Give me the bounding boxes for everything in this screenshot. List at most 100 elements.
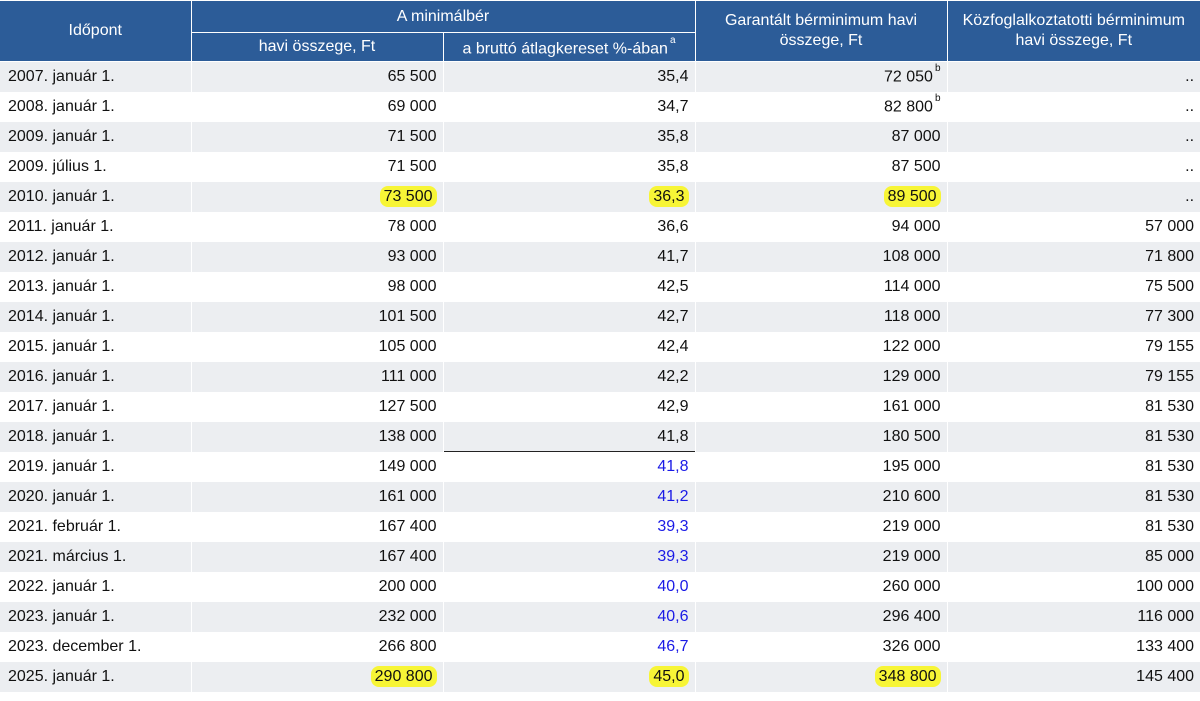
- cell-public-work: 75 500: [946, 271, 1200, 302]
- cell-minwage-value: 290 800: [374, 667, 433, 685]
- cell-guaranteed-value: 180 500: [882, 427, 941, 445]
- highlight-mark: 36,3: [649, 185, 689, 207]
- cell-minwage-value: 73 500: [383, 187, 433, 205]
- cell-pct: 42,7: [442, 301, 696, 332]
- cell-guaranteed-value: 326 000: [882, 637, 941, 655]
- cell-minwage: 93 000: [190, 241, 443, 272]
- cell-public-work-value: 81 530: [1145, 397, 1195, 415]
- cell-guaranteed: 195 000: [694, 451, 948, 482]
- table-row: 2013. január 1. 98 000 42,5 114 000 75 500: [0, 271, 1200, 302]
- table-row: 2008. január 1. 69 000 34,7 82 800 b..: [0, 91, 1200, 122]
- cell-public-work: 116 000: [946, 601, 1200, 632]
- cell-pct: 35,8: [442, 121, 696, 152]
- cell-date-value: 2013. január 1.: [8, 277, 115, 295]
- cell-public-work: ..: [946, 181, 1200, 212]
- cell-minwage-value: 69 000: [387, 97, 437, 115]
- header-pct-of-avg: a bruttó átlagkereset %-ában a: [442, 31, 696, 63]
- cell-guaranteed-value: 210 600: [882, 487, 941, 505]
- cell-public-work: 57 000: [946, 211, 1200, 242]
- cell-guaranteed: 108 000: [694, 241, 948, 272]
- cell-date-value: 2023. december 1.: [8, 637, 142, 655]
- cell-minwage: 232 000: [190, 601, 443, 632]
- cell-public-work: 79 155: [946, 331, 1200, 362]
- cell-guaranteed: 260 000: [694, 571, 948, 602]
- cell-minwage-value: 266 800: [378, 637, 437, 655]
- cell-minwage: 266 800: [190, 631, 443, 662]
- cell-date-value: 2025. január 1.: [8, 667, 115, 685]
- cell-public-work-value: 79 155: [1145, 367, 1195, 385]
- cell-minwage-value: 149 000: [378, 457, 437, 475]
- cell-pct: 39,3: [442, 511, 696, 542]
- cell-minwage: 71 500: [190, 121, 443, 152]
- cell-pct-value: 41,2: [657, 487, 689, 505]
- cell-pct-value: 42,4: [657, 337, 689, 355]
- highlight-mark: 73 500: [379, 185, 437, 207]
- cell-guaranteed: 114 000: [694, 271, 948, 302]
- cell-public-work-value: 81 530: [1145, 427, 1195, 445]
- cell-minwage: 65 500: [190, 61, 443, 92]
- cell-public-work-value: ..: [1185, 68, 1195, 86]
- cell-minwage: 138 000: [190, 421, 443, 452]
- cell-guaranteed: 82 800 b: [694, 91, 948, 122]
- cell-date: 2019. január 1.: [0, 451, 191, 482]
- cell-guaranteed-value: 108 000: [882, 247, 941, 265]
- cell-public-work: ..: [946, 151, 1200, 182]
- cell-minwage: 73 500: [190, 181, 443, 212]
- header-monthly-amount: havi összege, Ft: [190, 31, 444, 63]
- cell-minwage: 101 500: [190, 301, 443, 332]
- table-row: 2009. július 1. 71 500 35,8 87 500..: [0, 151, 1200, 182]
- cell-guaranteed: 219 000: [694, 511, 948, 542]
- cell-minwage: 127 500: [190, 391, 443, 422]
- cell-public-work-value: 57 000: [1145, 217, 1195, 235]
- cell-minwage: 161 000: [190, 481, 443, 512]
- cell-pct-value: 34,7: [657, 97, 689, 115]
- cell-pct-value: 42,5: [657, 277, 689, 295]
- cell-guaranteed: 87 500: [694, 151, 948, 182]
- cell-pct: 42,4: [442, 331, 696, 362]
- cell-minwage: 78 000: [190, 211, 443, 242]
- cell-date-value: 2017. január 1.: [8, 397, 115, 415]
- cell-minwage-value: 93 000: [387, 247, 437, 265]
- cell-guaranteed: 122 000: [694, 331, 948, 362]
- highlight-mark: 89 500: [883, 185, 941, 207]
- cell-public-work: 81 530: [946, 421, 1200, 452]
- cell-public-work: 79 155: [946, 361, 1200, 392]
- cell-date-value: 2022. január 1.: [8, 577, 115, 595]
- cell-pct-value: 41,8: [657, 458, 689, 476]
- cell-minwage: 167 400: [190, 541, 443, 572]
- cell-guaranteed-value: 260 000: [882, 577, 941, 595]
- cell-pct-value: 39,3: [657, 547, 689, 565]
- cell-minwage: 290 800: [190, 661, 443, 692]
- cell-public-work-value: 133 400: [1136, 637, 1195, 655]
- cell-pct-value: 35,8: [657, 157, 689, 175]
- cell-date-value: 2014. január 1.: [8, 307, 115, 325]
- cell-date-value: 2023. január 1.: [8, 607, 115, 625]
- cell-minwage: 105 000: [190, 331, 443, 362]
- highlight-mark: 290 800: [370, 665, 437, 687]
- cell-pct: 36,3: [442, 181, 696, 212]
- cell-public-work: ..: [946, 91, 1200, 122]
- cell-pct: 41,7: [442, 241, 696, 272]
- cell-guaranteed-value: 94 000: [891, 217, 941, 235]
- table-row: 2015. január 1. 105 000 42,4 122 000 79 155: [0, 331, 1200, 362]
- cell-public-work-value: 116 000: [1137, 607, 1195, 625]
- table-row: 2023. december 1. 266 800 46,7 326 000 133 4…: [0, 631, 1200, 662]
- table-row: 2012. január 1. 93 000 41,7 108 000 71 800: [0, 241, 1200, 272]
- cell-pct-value: 36,6: [657, 217, 689, 235]
- cell-minwage-value: 200 000: [378, 577, 437, 595]
- header-date: Időpont: [0, 0, 192, 63]
- cell-minwage-value: 111 000: [381, 367, 437, 385]
- cell-guaranteed-value: 129 000: [882, 367, 941, 385]
- cell-date-value: 2010. január 1.: [8, 187, 115, 205]
- cell-pct: 35,4: [442, 61, 696, 92]
- cell-date-value: 2016. január 1.: [8, 367, 115, 385]
- cell-pct: 46,7: [442, 631, 696, 662]
- cell-pct: 39,3: [442, 541, 696, 572]
- cell-public-work-value: 100 000: [1136, 577, 1195, 595]
- table-row: 2017. január 1. 127 500 42,9 161 000 81 530: [0, 391, 1200, 422]
- cell-guaranteed-value: 219 000: [882, 547, 941, 565]
- table-row: 2007. január 1. 65 500 35,4 72 050 b..: [0, 61, 1200, 92]
- cell-minwage-value: 71 500: [387, 127, 437, 145]
- cell-guaranteed: 94 000: [694, 211, 948, 242]
